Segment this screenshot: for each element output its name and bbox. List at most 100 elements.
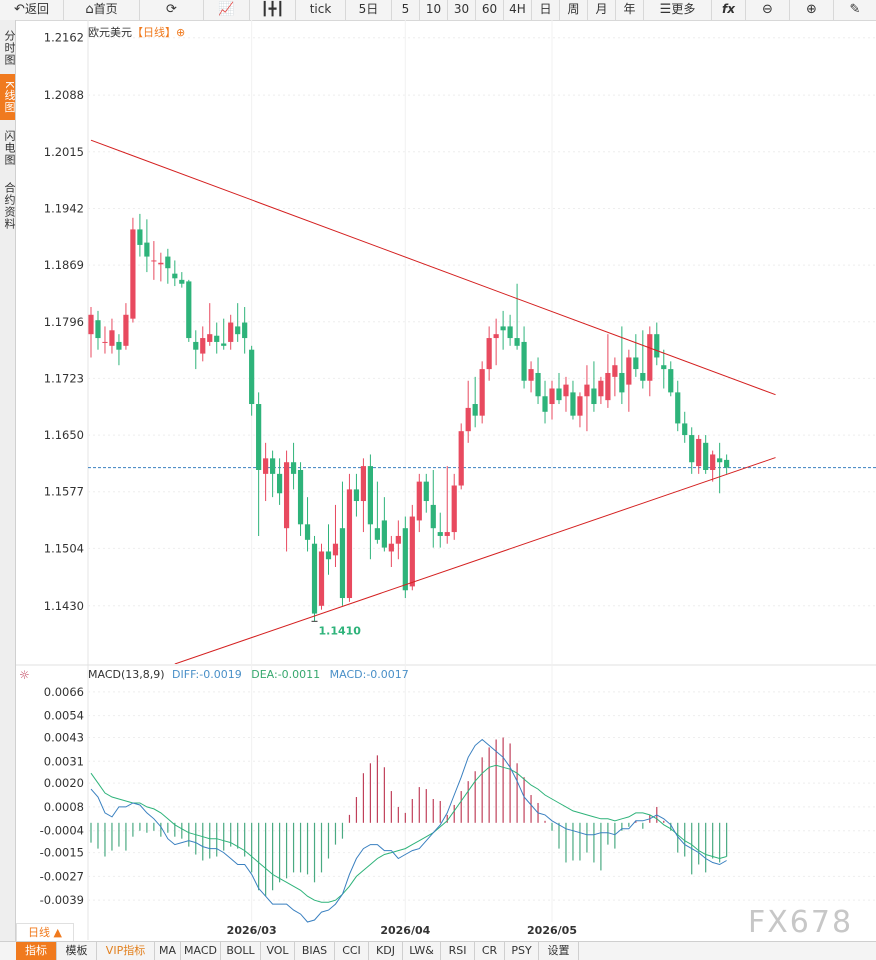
candle-body <box>95 320 101 339</box>
candle-body <box>304 524 311 540</box>
menu-icon: ☰ <box>659 2 672 17</box>
macd-name: MACD(13,8,9) <box>88 668 165 681</box>
candle-body <box>423 481 429 502</box>
price-tick-label: 1.1650 <box>44 428 84 442</box>
tab-macd[interactable]: MACD <box>181 942 221 960</box>
side-tab-contract-info[interactable]: 合约资料 <box>3 182 16 230</box>
tab-vol[interactable]: VOL <box>261 942 295 960</box>
trendline[interactable] <box>174 457 776 664</box>
zoom-out-icon: ⊖ <box>762 2 773 17</box>
candle-body <box>717 458 723 463</box>
macd-dea: DEA:-0.0011 <box>251 668 321 681</box>
tab-year[interactable]: 年 <box>616 0 644 20</box>
candle-body <box>151 260 157 262</box>
date-tick-label: 2026/03 <box>227 924 277 937</box>
tab-4h[interactable]: 4H <box>504 0 532 20</box>
tab-bias[interactable]: BIAS <box>295 942 335 960</box>
indicator-tabs: 指标 模板 VIP指标 MA MACD BOLL VOL BIAS CCI KD… <box>0 941 876 960</box>
candle-body <box>626 357 632 385</box>
tab-30min[interactable]: 30 <box>448 0 476 20</box>
candle-body <box>256 404 262 470</box>
macd-tick-label: 0.0008 <box>44 800 84 814</box>
macd-tick-label: -0.0004 <box>40 824 84 838</box>
candle-body <box>535 372 541 397</box>
candle-body <box>318 551 325 606</box>
candle-body <box>88 314 94 335</box>
tab-10min[interactable]: 10 <box>420 0 448 20</box>
candle-body <box>339 528 346 599</box>
date-tick-label: 2026/04 <box>380 924 430 937</box>
candle-body <box>556 388 562 401</box>
tab-tick[interactable]: tick <box>296 0 346 20</box>
candle-body <box>654 334 660 358</box>
candle-body <box>116 341 122 350</box>
candle-body <box>696 438 702 467</box>
side-tab-kline[interactable]: K线图 <box>0 74 16 120</box>
tab-ma[interactable]: MA <box>155 942 181 960</box>
tab-lw[interactable]: LW& <box>403 942 441 960</box>
tab-boll[interactable]: BOLL <box>221 942 261 960</box>
home-button[interactable]: ⌂首页 <box>64 0 140 20</box>
zoom-out-button[interactable]: ⊖ <box>746 0 790 20</box>
candle-body <box>577 396 583 416</box>
tab-rsi[interactable]: RSI <box>441 942 475 960</box>
candle-body <box>528 369 534 381</box>
back-button[interactable]: ↶返回 <box>0 0 64 20</box>
candle-body <box>395 535 401 544</box>
tab-kdj[interactable]: KDJ <box>369 942 403 960</box>
tab-indicator[interactable]: 指标 <box>16 942 57 960</box>
price-tick-label: 1.1796 <box>44 315 84 329</box>
candle-body <box>158 262 164 265</box>
candle-body <box>360 466 367 502</box>
tab-cr[interactable]: CR <box>475 942 505 960</box>
price-tick-label: 1.1942 <box>44 201 84 215</box>
candle-body <box>374 528 380 540</box>
tab-settings[interactable]: 设置 <box>539 942 579 960</box>
formula-button[interactable]: fx <box>712 0 746 20</box>
candle-body <box>388 543 394 552</box>
candle-body <box>290 462 297 474</box>
refresh-button[interactable]: ⟳ <box>140 0 204 20</box>
price-tick-label: 1.1504 <box>44 541 84 555</box>
tab-week[interactable]: 周 <box>560 0 588 20</box>
low-marker-label: 1.1410 <box>319 624 362 637</box>
candle-body <box>549 388 555 405</box>
tab-60min[interactable]: 60 <box>476 0 504 20</box>
tab-cci[interactable]: CCI <box>335 942 369 960</box>
side-tab-time-share[interactable]: 分时图 <box>3 30 16 66</box>
candle-body <box>332 543 339 556</box>
settings-sun-icon[interactable]: ☼ <box>19 668 30 682</box>
tab-template[interactable]: 模板 <box>57 942 97 960</box>
diff-line <box>90 738 727 923</box>
line-chart-icon: 📈 <box>218 2 235 17</box>
tab-psy[interactable]: PSY <box>505 942 539 960</box>
side-tab-flash[interactable]: 闪电图 <box>3 130 16 166</box>
tab-month[interactable]: 月 <box>588 0 616 20</box>
candlestick-icon: ┃╋┃ <box>260 2 285 17</box>
candle-body <box>221 343 227 346</box>
candle-body <box>130 229 136 319</box>
period-selector[interactable]: 日线 ▲ <box>16 923 74 943</box>
tab-5day[interactable]: 5日 <box>346 0 392 20</box>
trendline[interactable] <box>90 139 776 396</box>
candle-body <box>458 431 464 486</box>
tab-vip-indicator[interactable]: VIP指标 <box>97 942 155 960</box>
symbol-name: 欧元美元 <box>88 26 132 39</box>
candle-body <box>710 454 716 470</box>
macd-tick-label: -0.0039 <box>40 893 84 907</box>
zoom-in-button[interactable]: ⊕ <box>790 0 834 20</box>
candle-body <box>570 392 576 416</box>
chart-type-button[interactable]: 📈 <box>204 0 250 20</box>
add-indicator-icon[interactable]: ⊕ <box>176 26 186 39</box>
candle-body <box>249 349 255 405</box>
more-button[interactable]: ☰更多 <box>644 0 712 20</box>
candle-body <box>242 322 248 339</box>
draw-tool-button[interactable]: ✎ <box>834 0 876 20</box>
tab-day[interactable]: 日 <box>532 0 560 20</box>
candle-body <box>137 229 143 245</box>
candle-body <box>311 543 318 614</box>
candle-type-button[interactable]: ┃╋┃ <box>250 0 296 20</box>
price-tick-label: 1.2162 <box>44 31 84 45</box>
tab-5min[interactable]: 5 <box>392 0 420 20</box>
